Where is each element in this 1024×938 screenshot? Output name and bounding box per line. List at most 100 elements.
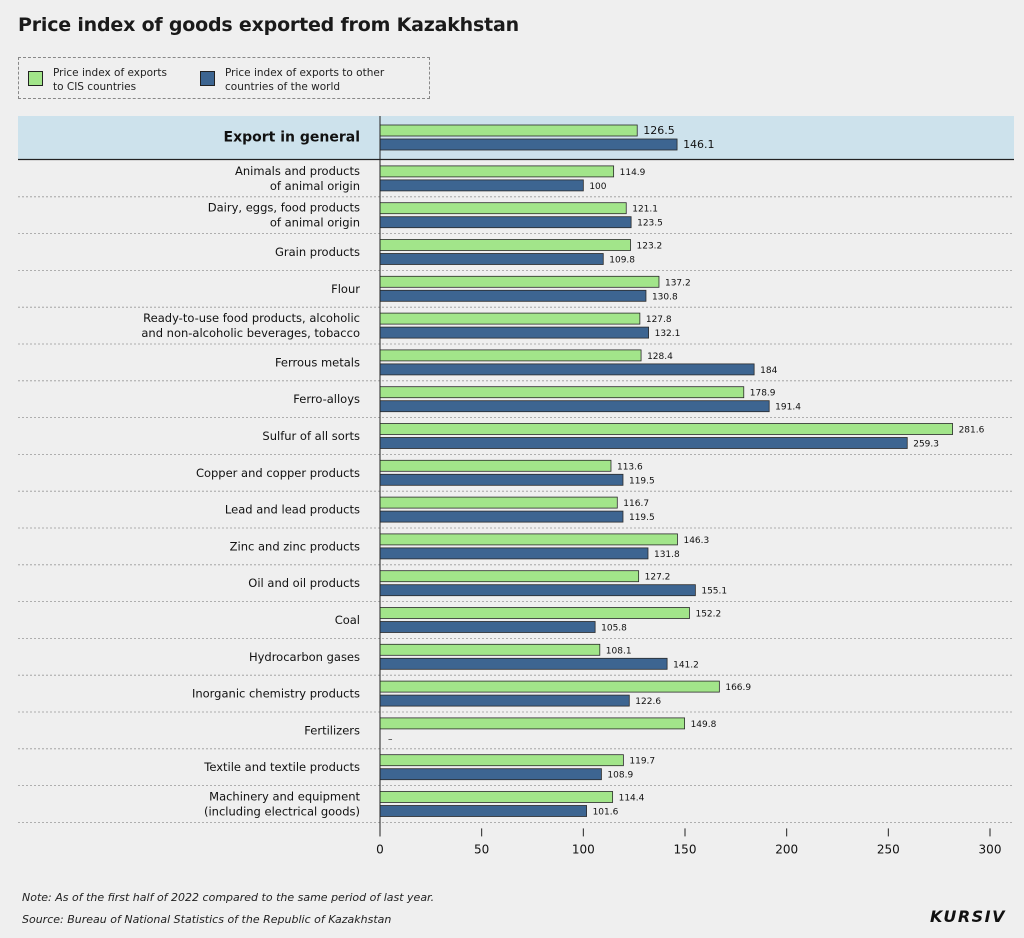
category-label-hydrocarbon-gases: Hydrocarbon gases <box>249 650 360 664</box>
category-label-ferro-alloys: Ferro-alloys <box>293 392 360 406</box>
bar-other-ready-to-use-food-products-alcoholic-and <box>379 326 650 339</box>
value-label-other-flour: 130.8 <box>652 292 678 302</box>
x-tick-label-200: 200 <box>775 842 798 856</box>
bar-other-oil-and-oil-products <box>379 584 696 597</box>
category-label-zinc-and-zinc-products: Zinc and zinc products <box>230 539 360 553</box>
bar-other-lead-and-lead-products <box>379 510 624 523</box>
bar-cis-ferrous-metals <box>379 349 642 362</box>
bar-other-export-in-general <box>379 138 678 151</box>
category-label-copper-and-copper-products: Copper and copper products <box>196 466 360 480</box>
category-label-animals-and-products-of-animal-origin: Animals and products of animal origin <box>235 164 360 193</box>
value-label-other-ready-to-use-food-products-alcoholic-and: 132.1 <box>655 329 681 339</box>
chart-title: Price index of goods exported from Kazak… <box>18 14 519 36</box>
bar-cis-export-in-general <box>379 124 638 137</box>
bar-cis-dairy-eggs-food-products-of-animal-origi <box>379 202 627 215</box>
category-label-export-in-general: Export in general <box>224 130 360 146</box>
category-label-ferrous-metals: Ferrous metals <box>275 355 360 369</box>
category-label-fertilizers: Fertilizers <box>304 723 360 737</box>
bar-cis-textile-and-textile-products <box>379 754 624 767</box>
x-tick-label-100: 100 <box>572 842 595 856</box>
value-label-other-hydrocarbon-gases: 141.2 <box>673 660 699 670</box>
value-label-other-sulfur-of-all-sorts: 259.3 <box>913 440 939 450</box>
x-tick-label-250: 250 <box>877 842 900 856</box>
bar-cis-zinc-and-zinc-products <box>379 533 678 546</box>
value-label-other-grain-products: 109.8 <box>609 256 635 266</box>
value-label-other-fertilizers: – <box>388 734 393 744</box>
x-tick-label-50: 50 <box>474 842 489 856</box>
value-label-cis-ready-to-use-food-products-alcoholic-and: 127.8 <box>646 315 672 325</box>
category-label-dairy-eggs-food-products-of-animal-origi: Dairy, eggs, food products of animal orig… <box>208 201 360 230</box>
category-label-ready-to-use-food-products-alcoholic-and: Ready-to-use food products, alcoholic and… <box>141 311 360 340</box>
value-label-cis-dairy-eggs-food-products-of-animal-origi: 121.1 <box>632 205 658 215</box>
legend-swatch-other <box>200 71 215 86</box>
bar-other-animals-and-products-of-animal-origin <box>379 179 584 192</box>
value-label-other-copper-and-copper-products: 119.5 <box>629 476 655 486</box>
highlight-band <box>18 116 1014 159</box>
bar-cis-flour <box>379 275 660 288</box>
legend-label-cis: Price index of exports to CIS countries <box>53 67 167 93</box>
value-label-cis-oil-and-oil-products: 127.2 <box>645 573 671 583</box>
bar-cis-inorganic-chemistry-products <box>379 680 720 693</box>
bar-cis-animals-and-products-of-animal-origin <box>379 165 615 178</box>
bar-other-machinery-and-equipment-including-electr <box>379 805 587 817</box>
value-label-cis-hydrocarbon-gases: 108.1 <box>606 646 632 656</box>
bar-cis-oil-and-oil-products <box>379 570 640 583</box>
category-label-machinery-and-equipment-including-electr: Machinery and equipment (including electr… <box>204 790 360 819</box>
bar-cis-hydrocarbon-gases <box>379 643 601 656</box>
value-label-other-machinery-and-equipment-including-electr: 101.6 <box>593 808 619 818</box>
value-label-cis-coal: 152.2 <box>695 610 721 620</box>
value-label-cis-lead-and-lead-products: 116.7 <box>623 499 649 509</box>
value-label-cis-inorganic-chemistry-products: 166.9 <box>725 683 751 693</box>
value-label-other-oil-and-oil-products: 155.1 <box>701 587 727 597</box>
bar-cis-ferro-alloys <box>379 386 745 399</box>
value-label-cis-machinery-and-equipment-including-electr: 114.4 <box>619 794 645 804</box>
value-label-cis-sulfur-of-all-sorts: 281.6 <box>959 426 985 436</box>
value-label-cis-textile-and-textile-products: 119.7 <box>629 757 655 767</box>
category-label-inorganic-chemistry-products: Inorganic chemistry products <box>192 687 360 701</box>
legend-label-other: Price index of exports to other countrie… <box>225 67 385 93</box>
bar-other-ferrous-metals <box>379 363 755 376</box>
value-label-cis-animals-and-products-of-animal-origin: 114.9 <box>620 168 646 178</box>
legend-item-other: Price index of exports to other countrie… <box>200 66 384 94</box>
category-label-coal: Coal <box>335 613 360 627</box>
value-label-other-coal: 105.8 <box>601 624 627 634</box>
bar-cis-machinery-and-equipment-including-electr <box>379 791 614 803</box>
bar-other-zinc-and-zinc-products <box>379 547 649 560</box>
value-label-cis-ferrous-metals: 128.4 <box>647 352 673 362</box>
x-tick-label-150: 150 <box>674 842 697 856</box>
bar-other-coal <box>379 621 596 633</box>
bar-cis-grain-products <box>379 239 631 251</box>
value-label-cis-copper-and-copper-products: 113.6 <box>617 462 643 472</box>
value-label-other-animals-and-products-of-animal-origin: 100 <box>589 182 606 192</box>
bar-other-textile-and-textile-products <box>379 768 602 781</box>
legend-item-cis: Price index of exports to CIS countries <box>28 66 167 94</box>
value-label-other-ferro-alloys: 191.4 <box>775 403 801 413</box>
bar-other-hydrocarbon-gases <box>379 657 668 670</box>
chart-note: Note: As of the first half of 2022 compa… <box>22 891 435 904</box>
category-label-grain-products: Grain products <box>275 245 360 259</box>
bar-other-sulfur-of-all-sorts <box>379 437 908 449</box>
category-label-flour: Flour <box>331 282 360 296</box>
value-label-cis-zinc-and-zinc-products: 146.3 <box>683 536 709 546</box>
value-label-other-inorganic-chemistry-products: 122.6 <box>635 697 661 707</box>
bar-cis-fertilizers <box>379 717 685 730</box>
legend: Price index of exports to CIS countries … <box>18 57 430 99</box>
value-label-cis-export-in-general: 126.5 <box>643 124 675 137</box>
bar-other-flour <box>379 289 647 302</box>
bar-other-inorganic-chemistry-products <box>379 694 630 707</box>
value-label-other-zinc-and-zinc-products: 131.8 <box>654 550 680 560</box>
bar-cis-copper-and-copper-products <box>379 459 612 472</box>
value-label-cis-ferro-alloys: 178.9 <box>750 389 776 399</box>
category-label-oil-and-oil-products: Oil and oil products <box>248 576 360 590</box>
chart-source: Source: Bureau of National Statistics of… <box>22 913 392 926</box>
value-label-other-ferrous-metals: 184 <box>760 366 777 376</box>
brand-logo: KURSIV <box>930 907 1006 926</box>
x-tick-label-0: 0 <box>376 842 384 856</box>
category-label-textile-and-textile-products: Textile and textile products <box>203 760 360 774</box>
bar-cis-ready-to-use-food-products-alcoholic-and <box>379 312 641 325</box>
category-label-lead-and-lead-products: Lead and lead products <box>225 503 360 517</box>
value-label-other-lead-and-lead-products: 119.5 <box>629 513 655 523</box>
category-label-sulfur-of-all-sorts: Sulfur of all sorts <box>262 429 360 443</box>
value-label-cis-flour: 137.2 <box>665 278 691 288</box>
